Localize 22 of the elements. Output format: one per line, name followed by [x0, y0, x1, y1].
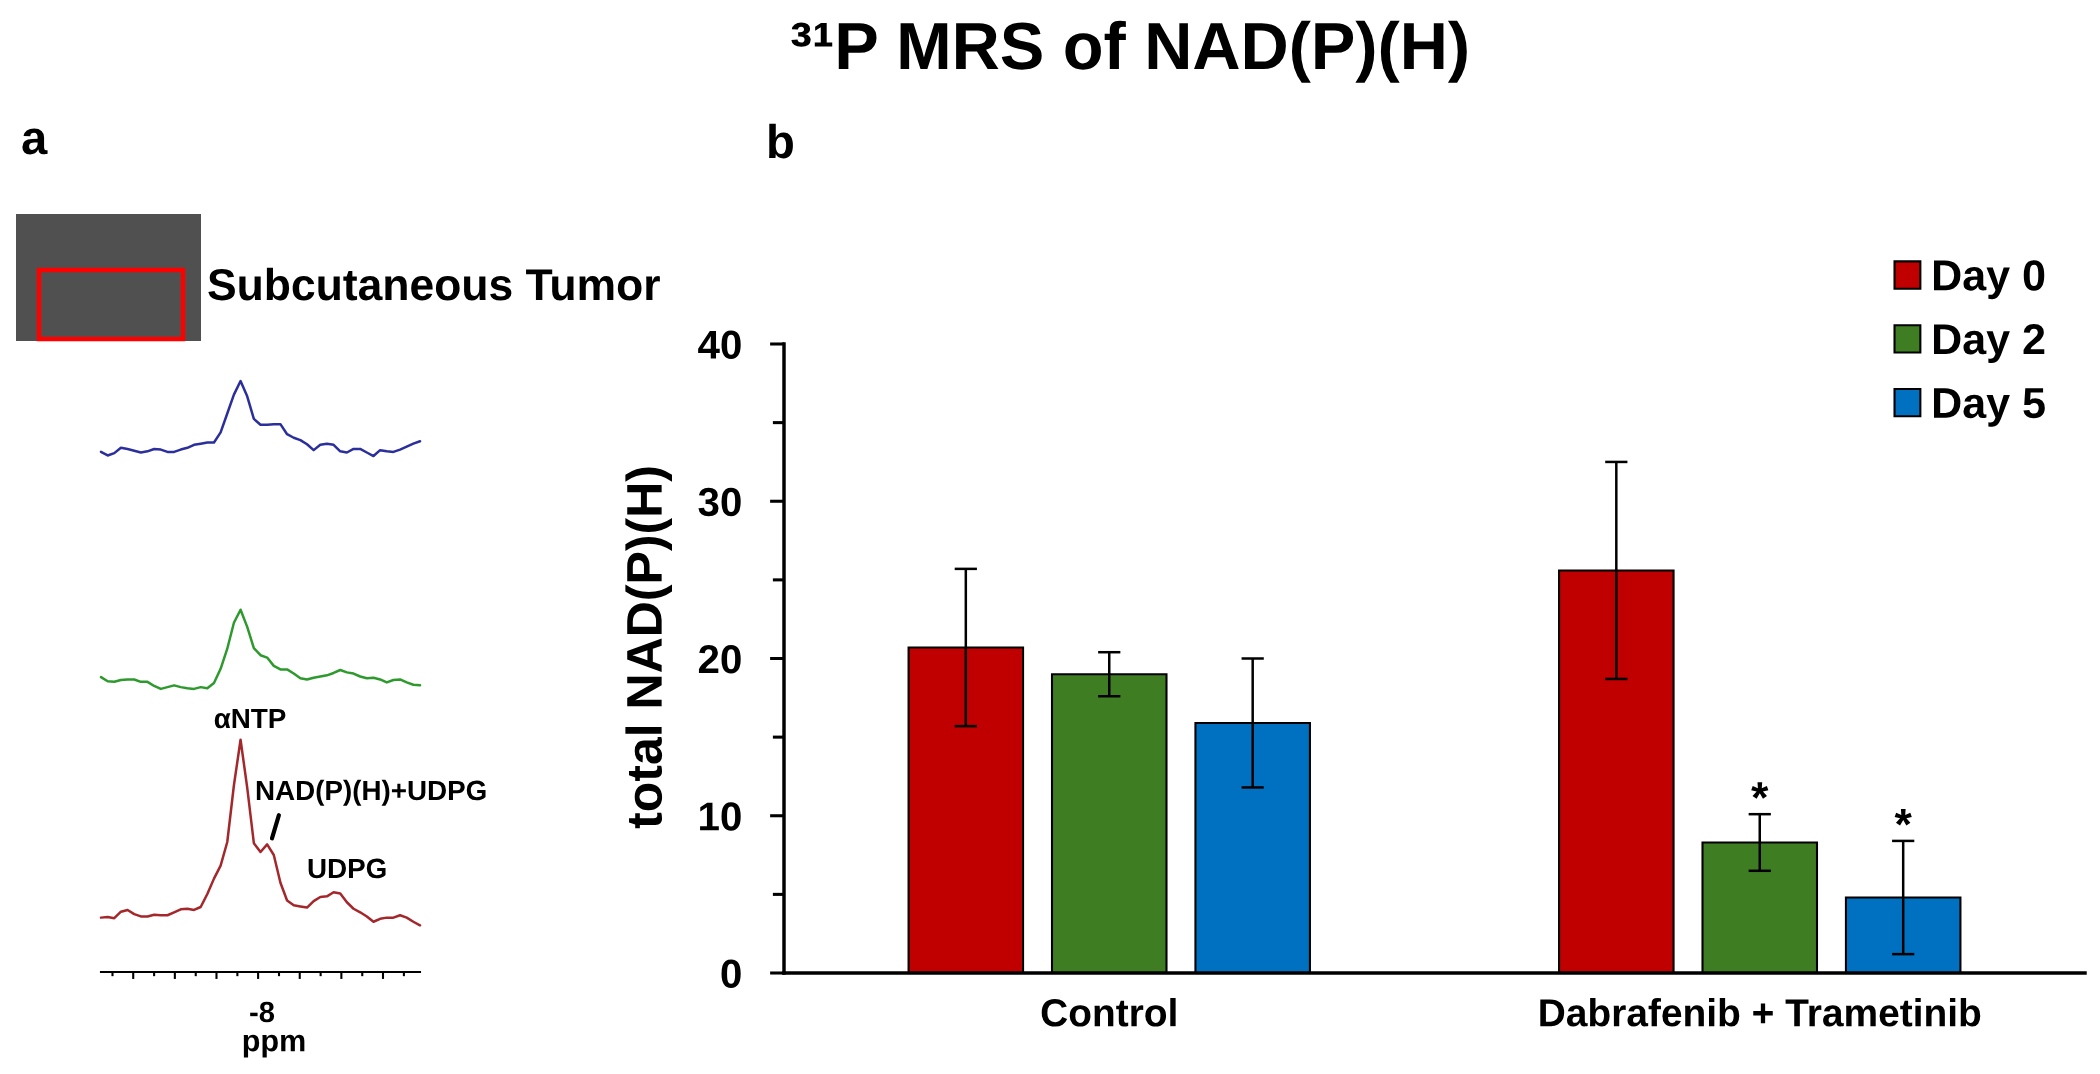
x-tick-label: Control [1041, 998, 1176, 1027]
y-tick-label: 40 [698, 330, 741, 359]
y-tick-label: 20 [698, 644, 741, 674]
legend-label: Day 2 [1933, 323, 2045, 363]
legend-label: Day 0 [1933, 260, 2045, 300]
data-label: * [1751, 782, 1769, 799]
chart-title: ³¹P MRS of NAD(P)(H) [791, 20, 1467, 83]
x-tick-label: Dabrafenib + Trametinib [1540, 998, 1981, 1027]
y-tick-label: 0 [721, 959, 741, 988]
text: b [769, 123, 793, 159]
y-tick-label: 30 [698, 487, 741, 517]
annotation: UDPG [308, 858, 386, 879]
text: -8 [250, 1001, 275, 1023]
y-axis-title: total NAD(P)(H) [625, 467, 672, 829]
y-tick-label: 10 [700, 802, 741, 831]
annotation: αNTP [214, 708, 286, 729]
legend-label: Day 5 [1933, 388, 2045, 427]
annotation: NAD(P)(H)+UDPG [256, 779, 486, 806]
data-label: * [1894, 808, 1912, 826]
text: a [22, 128, 48, 155]
x-axis-title: ppm [243, 1034, 305, 1058]
text: Subcutaneous Tumor [208, 267, 660, 301]
